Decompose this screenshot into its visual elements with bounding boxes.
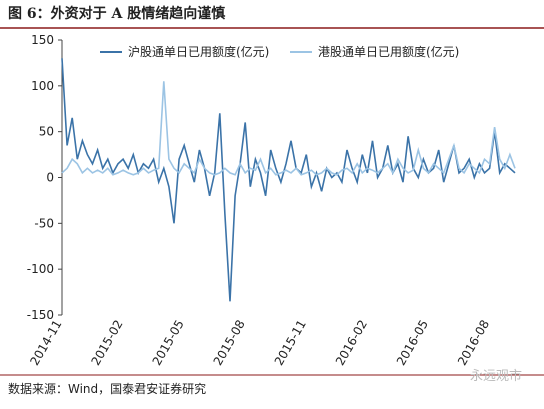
y-tick-label: 50	[39, 125, 54, 139]
x-tick-label: 2015-05	[150, 318, 187, 368]
x-tick-label: 2016-08	[455, 317, 492, 367]
y-tick-label: 100	[31, 79, 54, 93]
x-tick-label: 2016-05	[394, 318, 431, 368]
x-tick-label: 2015-11	[272, 318, 309, 368]
x-tick-label: 2015-02	[88, 318, 125, 368]
series-line	[61, 58, 516, 302]
x-tick-label: 2014-11	[27, 318, 64, 368]
source-note: 数据来源：Wind，国泰君安证券研究	[8, 381, 206, 396]
y-tick-label: -50	[34, 216, 54, 230]
y-tick-label: 0	[46, 171, 54, 185]
x-tick-label: 2015-08	[211, 318, 248, 368]
series-line	[61, 81, 516, 176]
x-tick-label: 2016-02	[333, 318, 370, 368]
chart-title: 图 6：外资对于 A 股情绪趋向谨慎	[8, 5, 225, 22]
y-tick-label: -100	[27, 262, 54, 276]
y-tick-label: 150	[31, 33, 54, 47]
legend-label: 港股通单日已用额度(亿元)	[318, 44, 459, 59]
watermark: 永远观市	[470, 368, 522, 384]
legend-label: 沪股通单日已用额度(亿元)	[128, 44, 269, 59]
y-tick-label: -150	[27, 308, 54, 322]
